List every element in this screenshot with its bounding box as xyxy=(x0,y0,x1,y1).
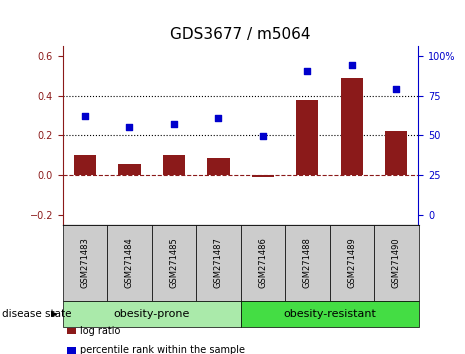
Title: GDS3677 / m5064: GDS3677 / m5064 xyxy=(170,27,311,42)
Text: GSM271484: GSM271484 xyxy=(125,238,134,288)
Point xyxy=(126,125,133,130)
Bar xyxy=(163,155,185,175)
Text: GSM271490: GSM271490 xyxy=(392,238,401,288)
Bar xyxy=(74,155,96,175)
Text: GSM271487: GSM271487 xyxy=(214,238,223,288)
Point xyxy=(81,114,89,119)
Bar xyxy=(296,101,319,175)
Text: GSM271485: GSM271485 xyxy=(169,238,179,288)
Text: obesity-prone: obesity-prone xyxy=(113,309,190,319)
Point xyxy=(348,62,356,67)
Bar xyxy=(341,78,363,175)
Text: GSM271483: GSM271483 xyxy=(80,238,89,288)
Bar xyxy=(385,131,407,175)
Point xyxy=(304,68,311,73)
Point xyxy=(215,116,222,121)
Bar xyxy=(119,164,140,175)
Text: obesity-resistant: obesity-resistant xyxy=(283,309,376,319)
Text: GSM271488: GSM271488 xyxy=(303,238,312,288)
Bar xyxy=(207,158,230,175)
Text: GSM271489: GSM271489 xyxy=(347,238,356,288)
Text: disease state: disease state xyxy=(2,309,72,319)
Text: percentile rank within the sample: percentile rank within the sample xyxy=(80,346,246,354)
Text: GSM271486: GSM271486 xyxy=(259,238,267,288)
Point xyxy=(170,122,178,127)
Bar xyxy=(252,175,274,177)
Text: log ratio: log ratio xyxy=(80,326,121,336)
Point xyxy=(259,133,266,139)
Point xyxy=(392,86,400,91)
